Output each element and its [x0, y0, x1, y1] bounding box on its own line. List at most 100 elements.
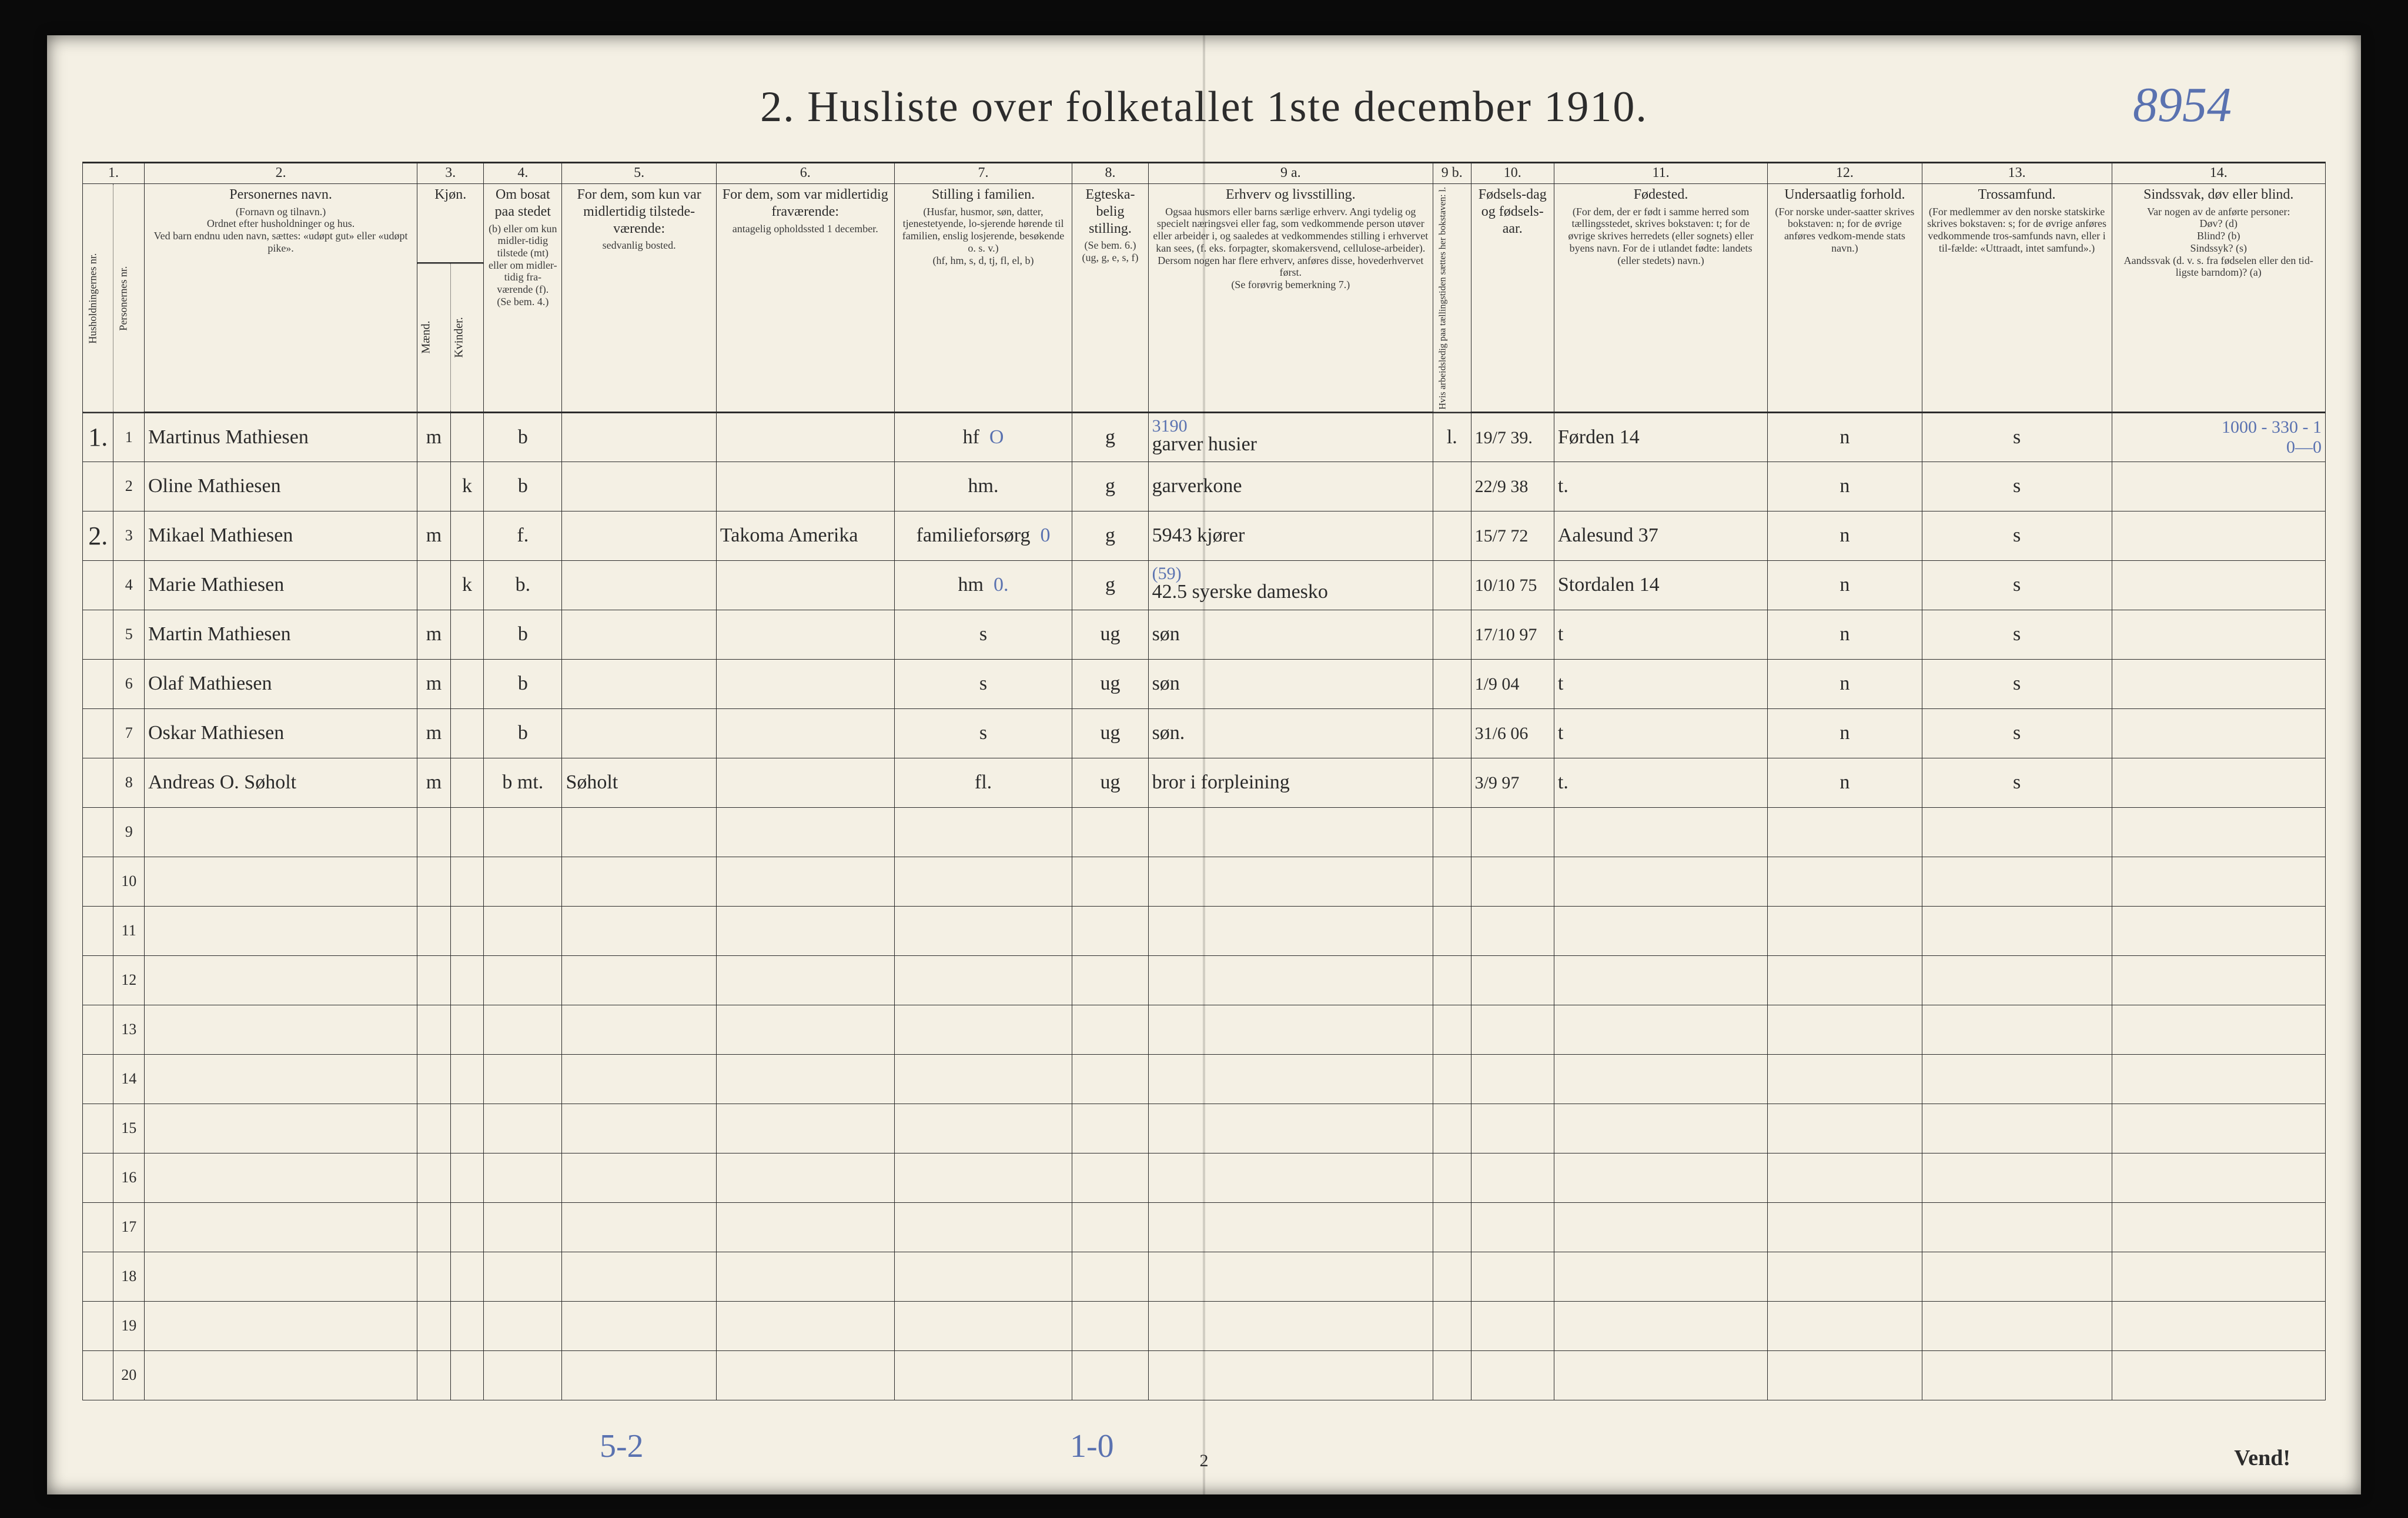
cell-und: n — [1768, 511, 1922, 560]
cell-bosat: b — [484, 412, 562, 462]
cell-und: n — [1768, 659, 1922, 708]
table-row: 10 — [83, 857, 2326, 906]
cell-person-nr: 8 — [113, 758, 144, 807]
cell-empty — [1554, 807, 1767, 857]
cell-empty — [894, 807, 1072, 857]
cell-bosat: f. — [484, 511, 562, 560]
cell-empty — [450, 1005, 484, 1054]
cell-tro: s — [1922, 560, 2112, 610]
cell-und: n — [1768, 610, 1922, 659]
cell-empty — [1554, 857, 1767, 906]
cell-empty — [562, 1054, 716, 1104]
cell-al — [1433, 659, 1471, 708]
cell-tro: s — [1922, 610, 2112, 659]
cell-empty — [450, 955, 484, 1005]
cell-empty — [1768, 1153, 1922, 1202]
cell-empty — [562, 1153, 716, 1202]
cell-erhverv: (59)42.5 syerske damesko — [1148, 560, 1433, 610]
table-row: 2.3Mikael Mathiesenmf.Takoma Amerikafami… — [83, 511, 2326, 560]
cell-frav — [716, 758, 894, 807]
cell-person-nr: 6 — [113, 659, 144, 708]
cell-empty — [562, 1202, 716, 1252]
cell-empty — [1768, 807, 1922, 857]
cell-hh — [83, 807, 113, 857]
cell-empty — [562, 807, 716, 857]
cell-empty — [562, 906, 716, 955]
colnum: 9 b. — [1433, 163, 1471, 184]
cell-empty — [2112, 807, 2325, 857]
cell-hh — [83, 758, 113, 807]
top-page-number: 8954 — [2133, 76, 2232, 133]
cell-empty — [2112, 1202, 2325, 1252]
cell-mt — [562, 610, 716, 659]
cell-empty — [1148, 1005, 1433, 1054]
cell-empty — [484, 906, 562, 955]
cell-empty — [1433, 955, 1471, 1005]
cell-empty — [1433, 906, 1471, 955]
cell-empty — [1148, 1202, 1433, 1252]
table-body: 1.1Martinus Mathiesenmbhf Og3190garver h… — [83, 412, 2326, 1400]
cell-famst: fl. — [894, 758, 1072, 807]
cell-sex-k — [450, 659, 484, 708]
cell-tro: s — [1922, 758, 2112, 807]
scan-frame: 8954 2. Husliste over folketallet 1ste d… — [0, 0, 2408, 1518]
cell-empty — [450, 1153, 484, 1202]
cell-empty — [1148, 1104, 1433, 1153]
cell-empty — [417, 955, 451, 1005]
cell-frav — [716, 462, 894, 511]
cell-person-nr: 17 — [113, 1202, 144, 1252]
cell-empty — [484, 1301, 562, 1350]
cell-empty — [1768, 955, 1922, 1005]
cell-fsted: Stordalen 14 — [1554, 560, 1767, 610]
cell-mt — [562, 462, 716, 511]
cell-empty — [1471, 906, 1554, 955]
cell-egtesk: g — [1072, 511, 1148, 560]
cell-bosat: b — [484, 610, 562, 659]
cell-sex-k — [450, 758, 484, 807]
cell-famst: s — [894, 708, 1072, 758]
cell-und: n — [1768, 412, 1922, 462]
colnum: 10. — [1471, 163, 1554, 184]
table-row: 16 — [83, 1153, 2326, 1202]
cell-sind — [2112, 758, 2325, 807]
cell-empty — [144, 1350, 417, 1400]
cell-empty — [450, 807, 484, 857]
cell-empty — [1922, 1005, 2112, 1054]
cell-sex-k — [450, 708, 484, 758]
cell-empty — [144, 857, 417, 906]
cell-name: Andreas O. Søholt — [144, 758, 417, 807]
cell-egtesk: g — [1072, 412, 1148, 462]
cell-empty — [1148, 857, 1433, 906]
col-mt: For dem, som kun var midlertidig tilsted… — [562, 184, 716, 413]
cell-empty — [417, 1054, 451, 1104]
cell-empty — [1148, 1153, 1433, 1202]
cell-empty — [450, 906, 484, 955]
cell-sex-m — [417, 560, 451, 610]
cell-sind — [2112, 560, 2325, 610]
colnum: 1. — [83, 163, 145, 184]
cell-empty — [716, 1350, 894, 1400]
col-frav: For dem, som var midlertidig fraværende:… — [716, 184, 894, 413]
cell-empty — [450, 1301, 484, 1350]
cell-person-nr: 19 — [113, 1301, 144, 1350]
table-row: 4Marie Mathiesenkb.hm 0.g(59)42.5 syersk… — [83, 560, 2326, 610]
cell-famst: s — [894, 659, 1072, 708]
cell-empty — [894, 1252, 1072, 1301]
cell-empty — [716, 1005, 894, 1054]
cell-egtesk: ug — [1072, 708, 1148, 758]
cell-person-nr: 5 — [113, 610, 144, 659]
cell-empty — [1922, 1350, 2112, 1400]
cell-erhverv: 3190garver husier — [1148, 412, 1433, 462]
cell-empty — [1471, 1202, 1554, 1252]
col-bosat: Om bosat paa stedet (b) eller om kun mid… — [484, 184, 562, 413]
colnum: 2. — [144, 163, 417, 184]
cell-person-nr: 14 — [113, 1054, 144, 1104]
cell-empty — [1922, 1202, 2112, 1252]
cell-empty — [1768, 906, 1922, 955]
table-row: 11 — [83, 906, 2326, 955]
cell-empty — [1072, 1005, 1148, 1054]
cell-person-nr: 9 — [113, 807, 144, 857]
cell-empty — [1922, 1153, 2112, 1202]
table-row: 20 — [83, 1350, 2326, 1400]
cell-empty — [1471, 1054, 1554, 1104]
